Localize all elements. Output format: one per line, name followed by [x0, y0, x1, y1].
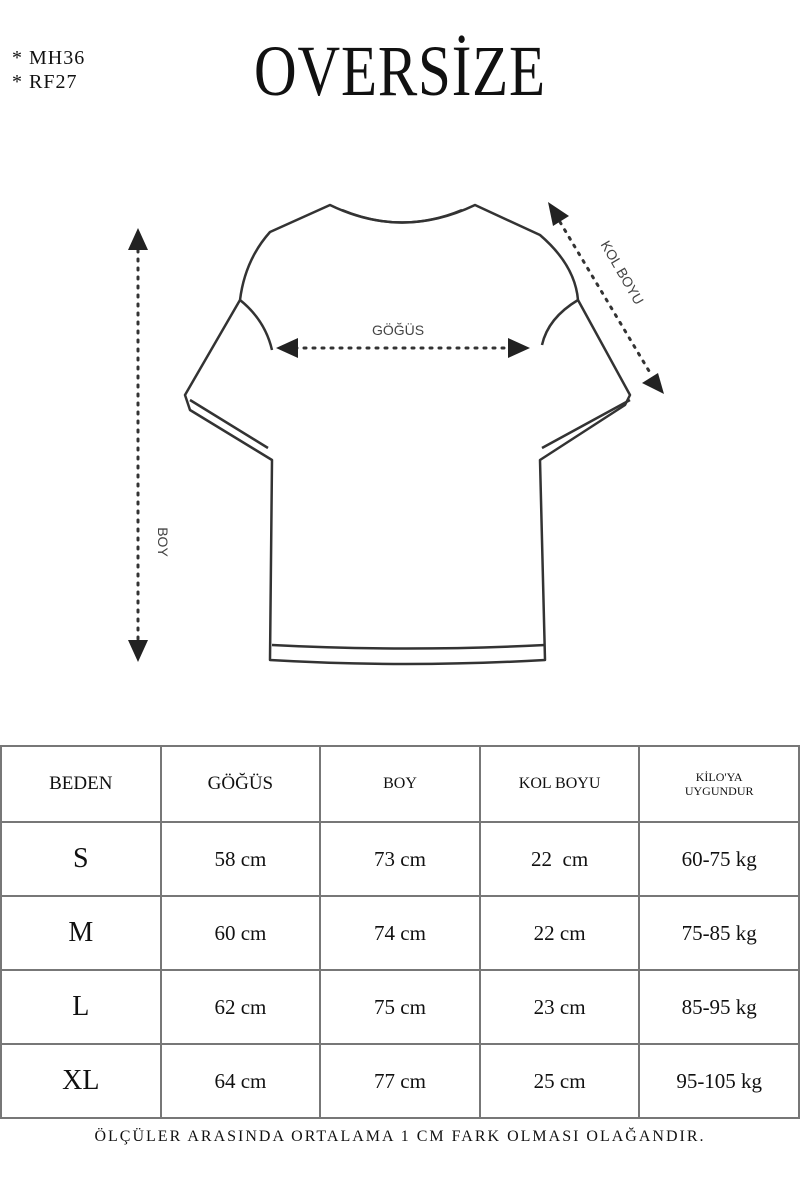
- header-sleeve: KOL BOYU: [478, 745, 641, 823]
- header-weight: KİLO'YA UYGUNDUR: [638, 745, 800, 823]
- table-header-row: BEDEN GÖĞÜS BOY KOL BOYU KİLO'YA UYGUNDU…: [0, 745, 800, 823]
- header-size: BEDEN: [0, 745, 162, 823]
- page-title: OVERSİZE: [254, 31, 546, 111]
- cell: 95-105 kg: [638, 1043, 800, 1119]
- cell: 62 cm: [159, 969, 322, 1045]
- product-codes: * MH36 * RF27: [12, 46, 85, 94]
- tshirt-diagram: GÖĞÜS BOY KOL BOYU: [128, 202, 664, 666]
- cell: 74 cm: [319, 895, 481, 971]
- footnote: ÖLÇÜLER ARASINDA ORTALAMA 1 CM FARK OLMA…: [94, 1128, 706, 1145]
- header-length: BOY: [319, 745, 481, 823]
- cell: 64 cm: [159, 1043, 322, 1119]
- table-row: L 62 cm 75 cm 23 cm 85-95 kg: [0, 969, 800, 1045]
- cell: 22 cm: [478, 895, 641, 971]
- cell: 60 cm: [159, 895, 322, 971]
- cell: M: [0, 895, 162, 971]
- tshirt-outline: [183, 203, 632, 666]
- cell: 25 cm: [478, 1043, 641, 1119]
- cell: 85-95 kg: [638, 969, 800, 1045]
- cell: XL: [0, 1043, 162, 1119]
- cell: 75-85 kg: [638, 895, 800, 971]
- sleeve-arrow: [558, 220, 654, 378]
- product-code: * MH36: [12, 47, 86, 69]
- arrow-head-icon: [508, 338, 530, 358]
- cell: 22 cm: [478, 821, 641, 897]
- length-label: BOY: [155, 527, 171, 557]
- table-row: XL 64 cm 77 cm 25 cm 95-105 kg: [0, 1043, 800, 1119]
- cell: 77 cm: [319, 1043, 481, 1119]
- arrow-head-icon: [128, 640, 148, 662]
- cell: L: [0, 969, 162, 1045]
- cell: 75 cm: [319, 969, 481, 1045]
- header-chest: GÖĞÜS: [159, 745, 322, 823]
- cell: S: [0, 821, 162, 897]
- cell: 73 cm: [319, 821, 481, 897]
- cell: 58 cm: [159, 821, 322, 897]
- arrow-head-icon: [642, 373, 664, 394]
- arrow-head-icon: [276, 338, 298, 358]
- table-row: S 58 cm 73 cm 22 cm 60-75 kg: [0, 821, 800, 897]
- table-row: M 60 cm 74 cm 22 cm 75-85 kg: [0, 895, 800, 971]
- sleeve-label: KOL BOYU: [598, 238, 647, 308]
- cell: 60-75 kg: [638, 821, 800, 897]
- arrow-head-icon: [128, 228, 148, 250]
- product-code: * RF27: [12, 71, 78, 93]
- chest-label: GÖĞÜS: [372, 321, 424, 338]
- arrow-head-icon: [548, 202, 569, 226]
- size-table: BEDEN GÖĞÜS BOY KOL BOYU KİLO'YA UYGUNDU…: [0, 745, 800, 1119]
- cell: 23 cm: [478, 969, 641, 1045]
